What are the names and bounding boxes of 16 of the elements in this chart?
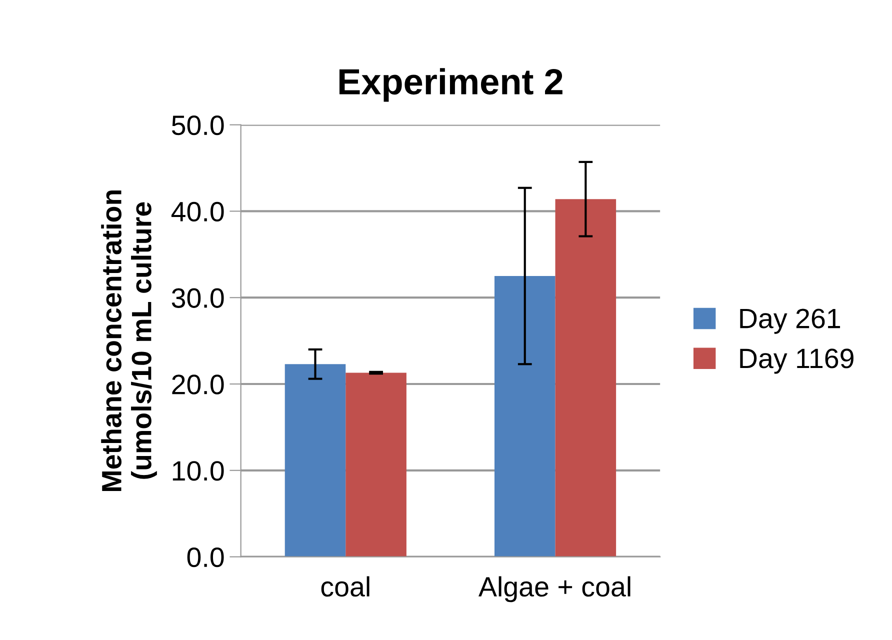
y-axis-title: Methane concentration (umols/10 mL culture <box>101 190 157 491</box>
x-tick-label: coal <box>321 576 370 597</box>
y-tick-label: 0.0 <box>187 547 224 568</box>
y-tick-label: 10.0 <box>172 461 224 481</box>
y-tick-label: 50.0 <box>172 115 224 136</box>
x-tick-label: Algae + coal <box>478 576 630 602</box>
bar <box>555 199 616 557</box>
chart-title: Experiment 2 <box>339 68 562 102</box>
bar <box>494 276 556 557</box>
bar <box>346 372 406 557</box>
y-tick-label: 40.0 <box>171 202 224 222</box>
legend-label: Day 261 <box>740 308 840 334</box>
legend-label: Day 1169 <box>740 348 854 374</box>
bar <box>284 364 346 557</box>
y-tick-label: 20.0 <box>172 374 224 394</box>
y-tick-label: 30.0 <box>172 288 224 308</box>
